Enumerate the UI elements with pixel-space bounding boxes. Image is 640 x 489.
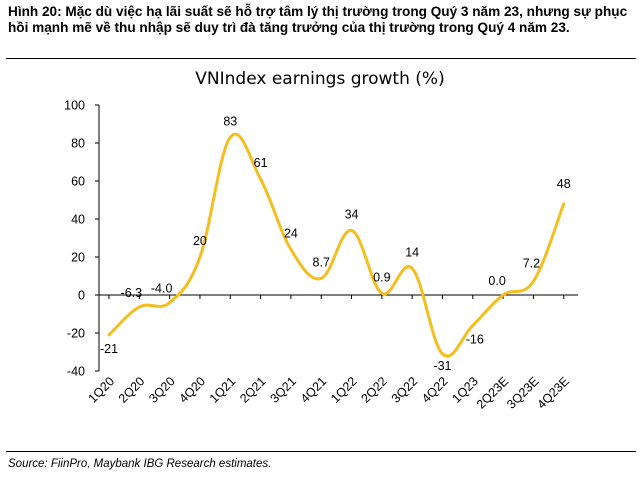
y-tick-label: 20	[71, 251, 85, 265]
data-label: -31	[433, 359, 451, 373]
x-tick-label: 2Q21	[237, 374, 269, 406]
x-tick-label: 3Q22	[389, 374, 421, 406]
x-tick-label: 3Q23E	[504, 374, 541, 411]
x-tick-label: 4Q23E	[534, 374, 571, 411]
data-label: 34	[345, 207, 359, 221]
data-label: 0.9	[373, 270, 390, 284]
y-tick-label: -20	[67, 327, 85, 341]
data-label: 20	[193, 234, 207, 248]
series-line	[107, 132, 566, 358]
data-label: -21	[100, 342, 118, 356]
x-tick-label: 1Q20	[86, 374, 118, 406]
y-tick-label: 40	[71, 213, 85, 227]
x-tick-label: 2Q22	[358, 374, 390, 406]
x-tick-label: 2Q20	[116, 374, 148, 406]
data-label: -16	[466, 332, 484, 346]
data-label: 83	[223, 114, 237, 128]
x-tick-label: 2Q23E	[474, 374, 511, 411]
top-divider	[6, 58, 636, 59]
series	[107, 132, 566, 358]
data-label: 0.0	[488, 274, 505, 288]
data-label: 14	[405, 245, 419, 259]
y-tick-label: 60	[71, 175, 85, 189]
data-label: 8.7	[313, 255, 330, 269]
x-tick-label: 4Q20	[177, 374, 209, 406]
x-tick-label: 3Q20	[146, 374, 178, 406]
data-label: 48	[557, 177, 571, 191]
source-note: Source: FiinPro, Maybank IBG Research es…	[8, 458, 272, 470]
y-axis: 100 80 60 40 20 0 -20 -40	[64, 99, 100, 379]
x-tick-label: 1Q22	[328, 374, 360, 406]
data-label: -4.0	[151, 282, 173, 296]
data-label: 7.2	[523, 256, 540, 270]
y-tick-label: -40	[67, 365, 85, 379]
x-tick-label: 4Q21	[298, 374, 330, 406]
x-axis: 1Q202Q203Q204Q201Q212Q213Q214Q211Q222Q22…	[86, 294, 578, 412]
data-labels: -21 -6.3 -4.0 20 83 61 24 8.7 34 0.9 14 -31 -16 0.0 7.…	[100, 114, 571, 373]
figure-caption: Hình 20: Mặc dù việc hạ lãi suất sẽ hỗ t…	[8, 4, 628, 35]
bottom-divider	[6, 451, 636, 452]
data-label: -6.3	[121, 286, 143, 300]
y-tick-label: 80	[71, 137, 85, 151]
earnings-growth-chart: VNIndex earnings growth (%) 100 80 60 40 20 0…	[64, 69, 578, 412]
data-label: 61	[254, 156, 268, 170]
x-tick-label: 4Q22	[419, 374, 451, 406]
x-tick-label: 1Q21	[207, 374, 239, 406]
y-tick-label: 0	[78, 289, 85, 303]
y-tick-label: 100	[64, 99, 85, 113]
data-label: 24	[284, 226, 298, 240]
x-tick-label: 3Q21	[267, 374, 299, 406]
chart-title: VNIndex earnings growth (%)	[195, 69, 444, 89]
